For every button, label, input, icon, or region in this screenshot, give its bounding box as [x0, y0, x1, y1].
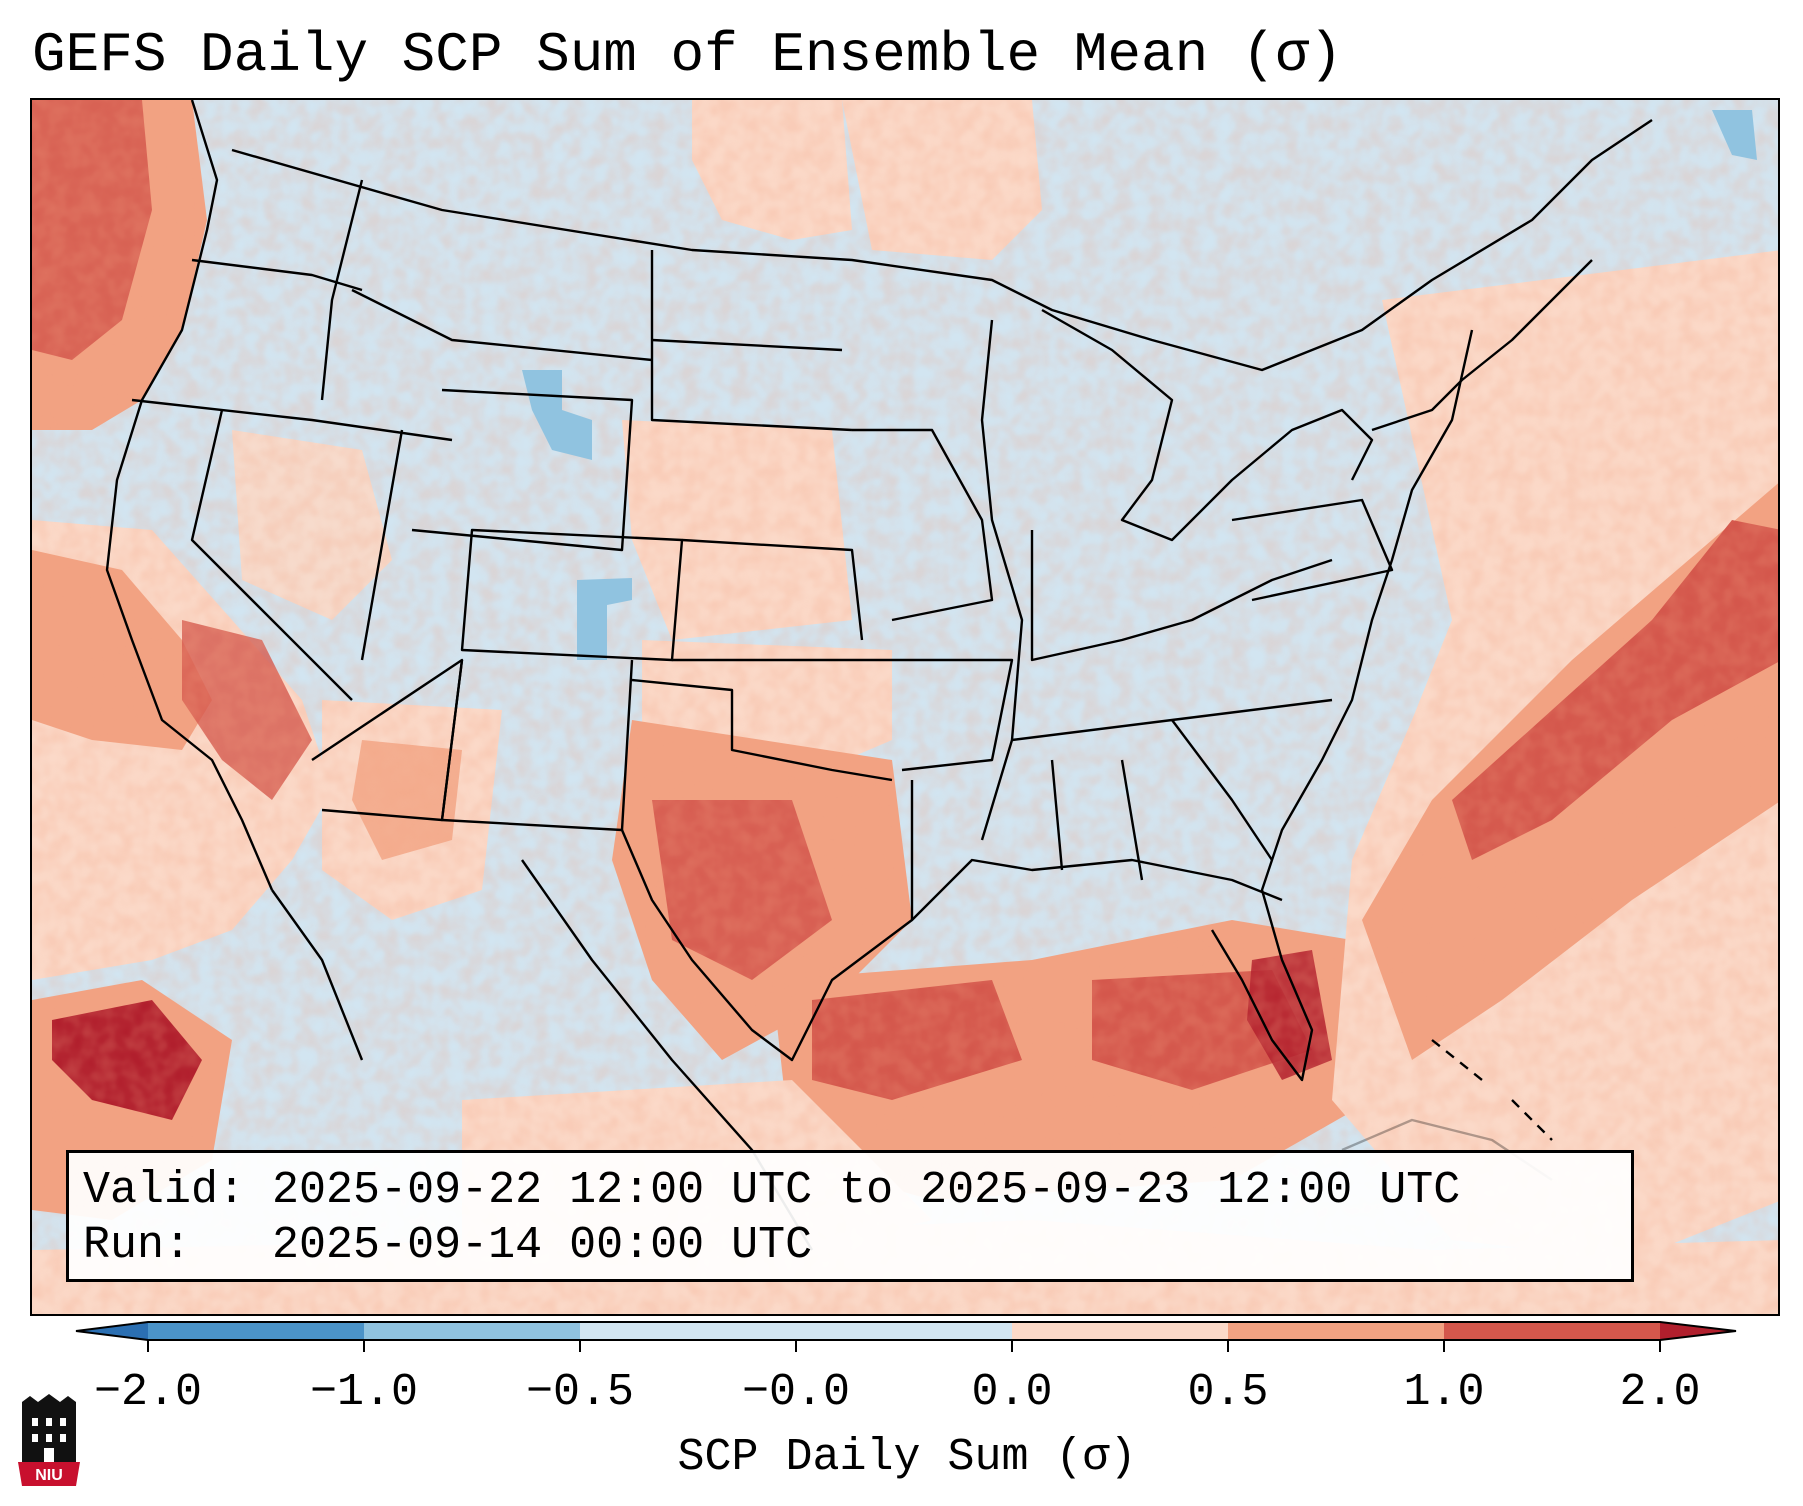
boundary-east-coast: [1210, 329, 1474, 1082]
chart-title: GEFS Daily SCP Sum of Ensemble Mean (σ): [32, 23, 1343, 87]
boundary-missouri-ark: [872, 658, 1014, 772]
colorbar-outline: [75, 1321, 1737, 1341]
boundary-mississippi-river: [980, 319, 1024, 841]
boundary-montana-south: [351, 288, 653, 362]
scp-anomaly-field: [32, 100, 1778, 1314]
boundary-utah-east: [360, 429, 404, 661]
colorbar-label: SCP Daily Sum (σ): [677, 1432, 1137, 1483]
boundary-iowa-mo: [852, 428, 994, 622]
boundary-idaho: [320, 179, 364, 401]
region-wyoming-negative: [522, 370, 592, 460]
boundary-nebraska-kansas: [681, 538, 864, 641]
run-label: Run:: [83, 1220, 192, 1271]
run-line: Run: 2025-09-14 00:00 UTC: [83, 1218, 1617, 1273]
boundary-oklahoma: [631, 678, 893, 782]
colorbar-tick-label: 0.0: [971, 1367, 1053, 1418]
boundary-great-lakes: [1041, 308, 1374, 542]
boundary-nevada: [190, 409, 353, 701]
map-panel[interactable]: [30, 98, 1780, 1316]
colorbar-bin-1-2: [1444, 1322, 1660, 1340]
boundary-new-england: [1371, 259, 1593, 432]
colorbar-tick-label: 2.0: [1619, 1367, 1701, 1418]
boundary-bahamas: [1431, 1039, 1553, 1141]
boundary-arizona-nm: [440, 659, 634, 832]
region-colorado-negative: [577, 578, 632, 660]
boundary-nd-sd: [651, 338, 843, 352]
region-canada-negative: [1712, 110, 1757, 160]
colorbar-extend-min: [76, 1322, 148, 1340]
run-value: 2025-09-14 00:00 UTC: [272, 1220, 813, 1271]
region-texture: [32, 100, 1778, 1314]
boundary-wa-or: [191, 258, 363, 292]
colorbar-tick-label: 1.0: [1403, 1367, 1485, 1418]
boundary-wyoming: [411, 388, 634, 552]
colorbar-tick-label: −2.0: [93, 1367, 203, 1418]
boundary-ohio-valley: [1030, 530, 1333, 662]
boundary-dakotas: [650, 250, 853, 432]
boundary-gulf-coast: [911, 858, 1283, 921]
colorbar-bin-m1-m05: [364, 1322, 580, 1340]
colorbar-bin-m05-0: [580, 1322, 1012, 1340]
colorbar-bin-05-1: [1228, 1322, 1444, 1340]
svg-text:NIU: NIU: [35, 1467, 63, 1484]
colorbar-bin-m2-m1: [148, 1322, 364, 1340]
valid-run-info-box: Valid: 2025-09-22 12:00 UTC to 2025-09-2…: [66, 1150, 1634, 1282]
colorbar-bin-0-05: [1012, 1322, 1228, 1340]
valid-label: Valid:: [83, 1165, 246, 1216]
boundary-texas: [620, 780, 914, 1062]
colorbar-tick-label: −1.0: [309, 1367, 419, 1418]
colorbar-tick-label: −0.0: [741, 1367, 851, 1418]
boundary-southeast: [1050, 719, 1273, 881]
niu-logo-icon: NIU: [18, 1394, 80, 1486]
colorbar-tick-label: −0.5: [525, 1367, 635, 1418]
boundary-us-canada: [231, 119, 1653, 372]
colorbar-extend-max: [1660, 1322, 1736, 1340]
valid-value: 2025-09-22 12:00 UTC to 2025-09-23 12:00…: [272, 1165, 1461, 1216]
map-svg: [32, 100, 1778, 1314]
valid-line: Valid: 2025-09-22 12:00 UTC to 2025-09-2…: [83, 1163, 1617, 1218]
colorbar-tick-label: 0.5: [1187, 1367, 1269, 1418]
boundary-west-coast: [105, 100, 274, 891]
boundary-mid-atlantic: [1231, 498, 1394, 602]
boundary-oregon-south: [131, 398, 453, 442]
